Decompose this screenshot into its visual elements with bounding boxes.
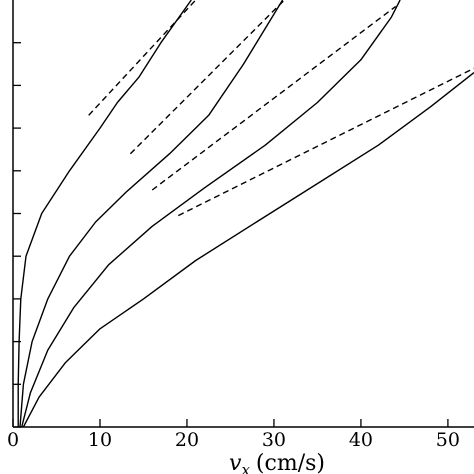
- x-tick-label-40: 40: [349, 429, 373, 451]
- x-axis-label-unit: (cm/s): [256, 451, 325, 474]
- series-3-dashed-line: [129, 0, 285, 155]
- x-tick-labels: 0 10 20 30 40 50: [7, 429, 460, 451]
- x-axis-label: vx (cm/s): [229, 451, 325, 474]
- series-5-dashed-line: [151, 5, 397, 191]
- series-2-solid-line: [19, 0, 284, 427]
- y-ticks: [13, 42, 21, 428]
- x-axis-label-symbol: v: [229, 451, 242, 474]
- series-6-solid-line: [22, 72, 474, 427]
- x-tick-label-0: 0: [7, 429, 19, 451]
- x-tick-label-20: 20: [175, 429, 199, 451]
- x-ticks: [12, 419, 449, 427]
- x-axis-label-subscript: x: [241, 461, 250, 474]
- series-4-solid-line: [21, 0, 401, 427]
- series-1-dashed-line: [88, 0, 197, 116]
- x-tick-label-30: 30: [262, 429, 286, 451]
- x-tick-label-50: 50: [436, 429, 460, 451]
- x-tick-label-10: 10: [88, 429, 112, 451]
- series-layer: [17, 0, 474, 427]
- series-0-solid-line: [17, 0, 192, 427]
- series-7-dashed-line: [177, 67, 474, 217]
